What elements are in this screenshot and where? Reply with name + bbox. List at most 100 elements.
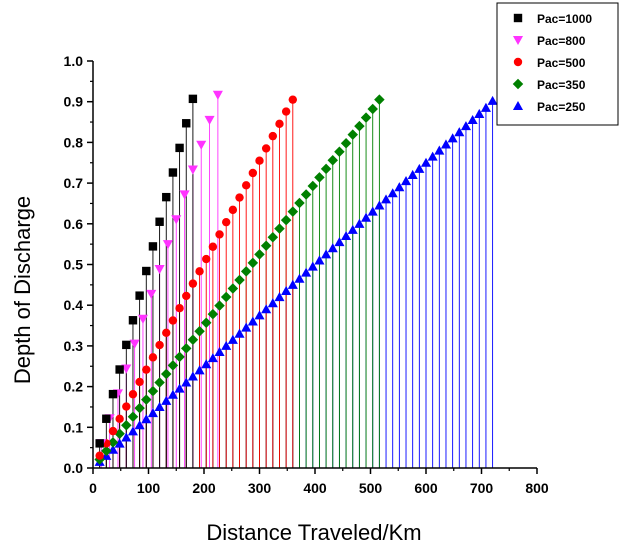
data-point	[347, 224, 358, 234]
y-tick-label: 0.7	[64, 175, 84, 191]
data-point	[207, 308, 219, 320]
data-point	[202, 254, 211, 264]
y-axis-title: Depth of Discharge	[10, 196, 35, 384]
legend-label: Pac=500	[537, 56, 586, 70]
data-point	[95, 451, 104, 460]
data-point	[195, 267, 204, 276]
y-tick-label: 0.3	[64, 338, 84, 354]
data-point	[171, 215, 182, 225]
data-point	[227, 334, 238, 344]
ticks: 0 100 200 300 400 500 600 700 800 0.0 0.1 0.2 0.3 0.4…	[64, 53, 549, 496]
data-point	[175, 304, 184, 313]
data-point	[327, 155, 339, 166]
data-point	[474, 108, 485, 118]
data-point	[334, 237, 345, 247]
data-point	[182, 291, 191, 301]
data-point	[281, 285, 292, 295]
data-point	[394, 182, 405, 192]
data-point	[128, 390, 138, 399]
y-tick-label: 0.4	[64, 297, 84, 313]
data-point	[354, 120, 365, 132]
legend-marker	[513, 57, 523, 67]
legend-marker	[512, 100, 524, 111]
data-point	[147, 408, 158, 418]
data-point	[287, 206, 299, 217]
data-point	[154, 265, 165, 275]
data-point	[400, 176, 412, 186]
data-point	[288, 95, 297, 104]
data-point	[115, 414, 124, 424]
data-point	[175, 143, 184, 153]
data-point	[414, 163, 425, 173]
data-point	[194, 365, 205, 375]
data-point	[314, 255, 325, 265]
data-point	[222, 217, 231, 227]
data-point	[121, 432, 132, 442]
data-markers	[94, 90, 498, 466]
data-point	[134, 420, 145, 430]
data-point	[254, 249, 265, 260]
data-point	[381, 194, 392, 204]
data-point	[241, 322, 252, 332]
data-point	[260, 240, 272, 252]
data-point	[320, 163, 332, 175]
data-point	[420, 157, 432, 167]
data-point	[196, 140, 207, 150]
data-point	[360, 112, 372, 123]
data-point	[321, 249, 332, 259]
data-point	[354, 218, 365, 228]
data-point	[427, 151, 438, 161]
data-point	[102, 414, 111, 423]
y-tick-label: 0.0	[64, 460, 84, 476]
data-point	[161, 395, 172, 405]
data-point	[128, 316, 138, 325]
data-point	[127, 426, 138, 436]
data-point	[168, 168, 178, 177]
data-point	[101, 445, 112, 457]
data-point	[487, 95, 498, 105]
data-point	[108, 426, 118, 436]
x-tick-label: 200	[192, 480, 216, 496]
data-point	[148, 353, 158, 362]
y-tick-label: 0.2	[64, 379, 84, 395]
data-point	[142, 266, 151, 276]
data-point	[327, 243, 338, 253]
data-point	[107, 437, 119, 448]
data-point	[115, 365, 124, 374]
x-tick-label: 100	[137, 480, 161, 496]
data-point	[314, 172, 325, 183]
data-point	[261, 144, 271, 153]
data-point	[187, 371, 198, 381]
data-point	[155, 217, 164, 226]
data-point	[240, 266, 252, 277]
data-point	[234, 328, 245, 338]
data-point	[294, 197, 305, 209]
data-point	[275, 119, 284, 129]
data-point	[221, 340, 232, 350]
data-point	[341, 230, 352, 241]
x-tick-label: 300	[248, 480, 272, 496]
x-tick-label: 0	[89, 480, 97, 496]
data-point	[301, 267, 312, 277]
data-point	[274, 223, 285, 234]
data-point	[167, 360, 179, 371]
x-tick-label: 400	[303, 480, 327, 496]
data-point	[387, 188, 398, 198]
data-point	[367, 103, 378, 115]
data-point	[434, 145, 445, 155]
data-point	[201, 359, 212, 369]
data-point	[174, 351, 185, 363]
data-point	[181, 377, 192, 387]
x-tick-label: 500	[359, 480, 383, 496]
y-tick-label: 0.6	[64, 216, 84, 232]
data-point	[168, 316, 178, 325]
data-point	[108, 389, 118, 399]
data-point	[268, 131, 278, 141]
data-point	[114, 438, 125, 448]
data-point	[367, 206, 378, 216]
data-point	[174, 383, 185, 393]
data-point	[182, 119, 191, 128]
data-point	[407, 169, 418, 179]
legend: Pac=1000 Pac=800 Pac=500 Pac=350 Pac=250	[496, 2, 619, 126]
y-tick-label: 0.8	[64, 134, 84, 150]
